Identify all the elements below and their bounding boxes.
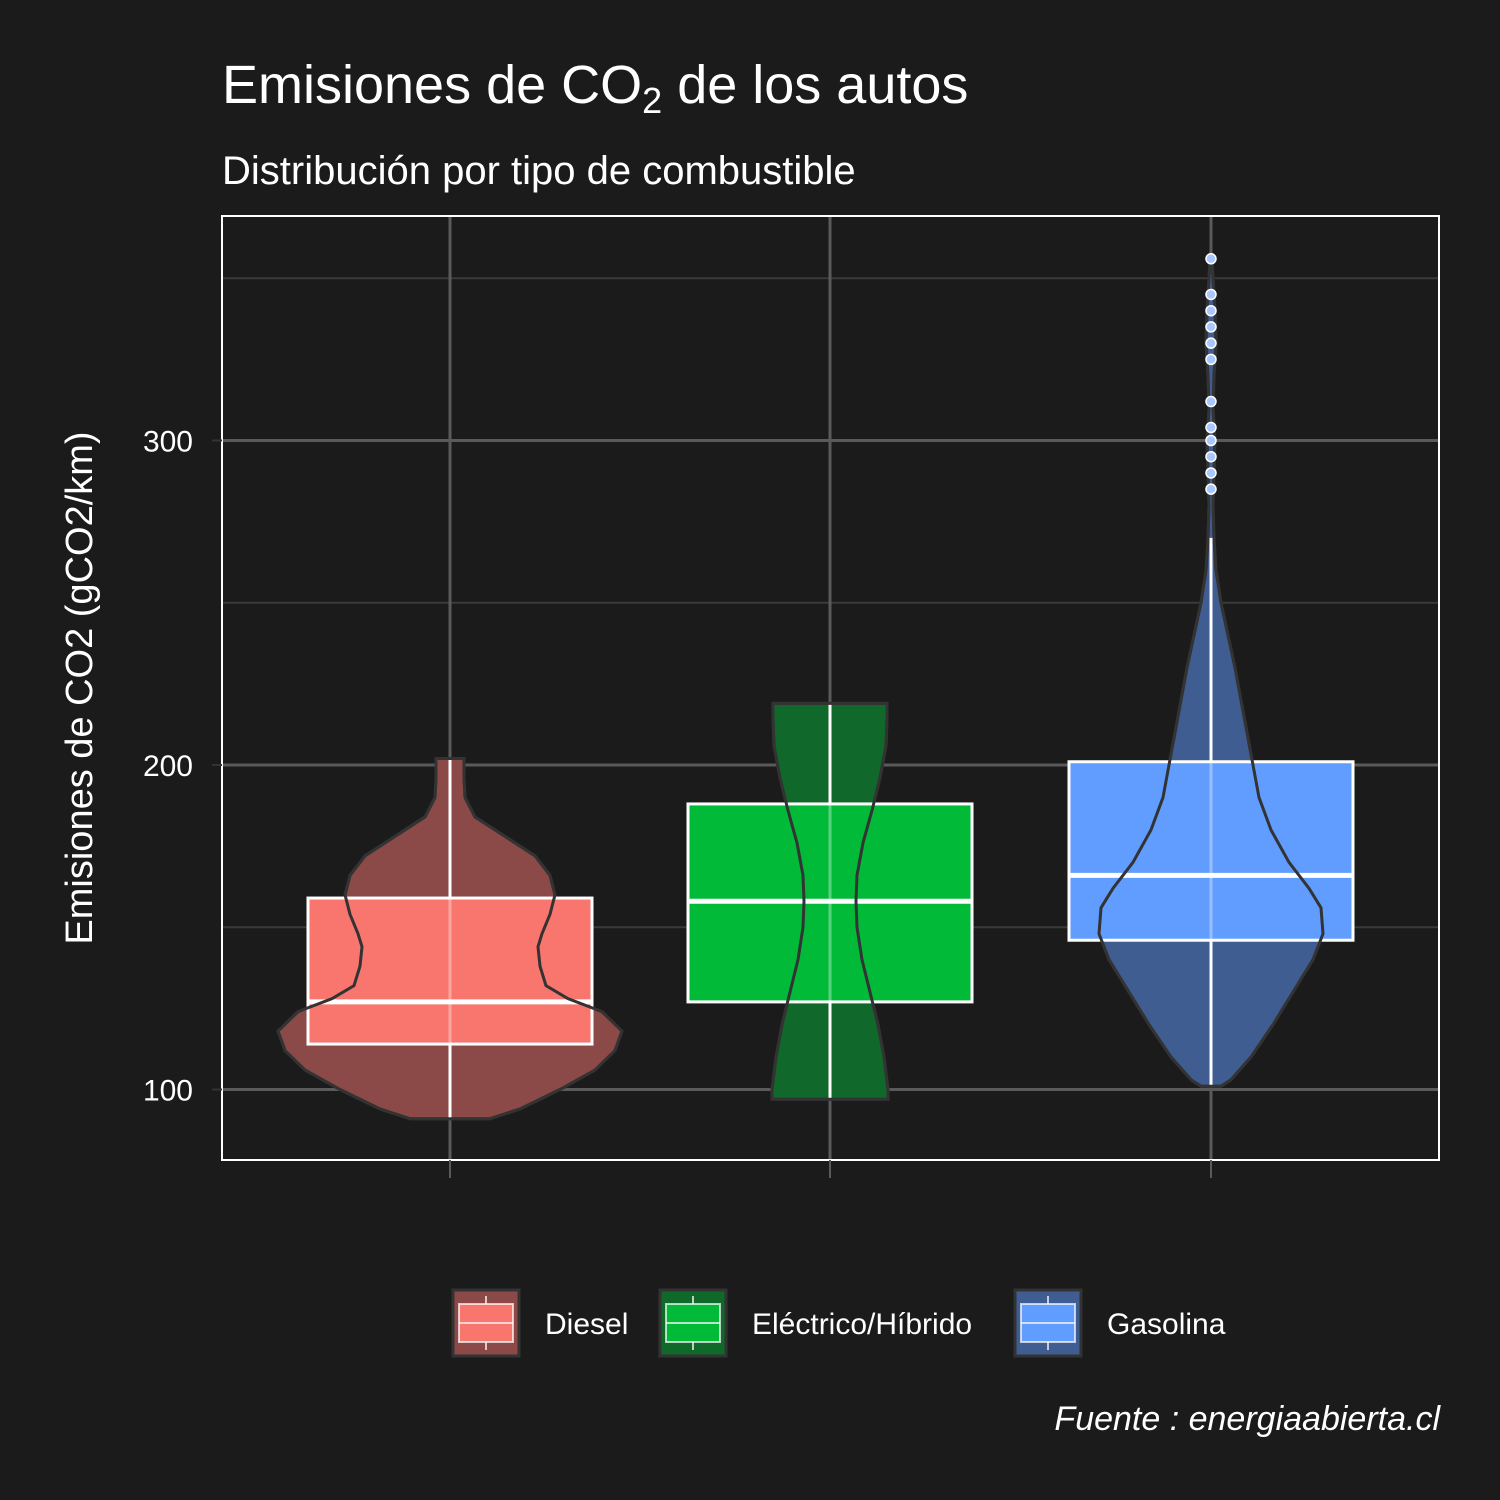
outlier-point bbox=[1205, 483, 1217, 495]
outlier-point bbox=[1205, 288, 1217, 301]
y-tick-label: 300 bbox=[143, 426, 193, 459]
chart-subtitle: Distribución por tipo de combustible bbox=[222, 149, 856, 193]
outlier-point bbox=[1205, 353, 1217, 366]
outlier-point bbox=[1205, 450, 1217, 463]
source-caption: Fuente : energiaabierta.cl bbox=[1054, 1400, 1440, 1438]
outlier-point bbox=[1205, 337, 1217, 349]
outlier-point bbox=[1205, 321, 1217, 333]
axes: 100 200 300 bbox=[143, 215, 1440, 1178]
outlier-point bbox=[1205, 421, 1217, 434]
outlier-point bbox=[1205, 304, 1217, 317]
outlier-point bbox=[1205, 434, 1217, 447]
violin-outline-1 bbox=[276, 757, 624, 1121]
legend: Diesel Eléctrico/Híbrido Gasolina bbox=[451, 1288, 1226, 1358]
outlier-point bbox=[1205, 253, 1217, 265]
box-1 bbox=[306, 896, 594, 1046]
chart-title: Emisiones de CO2 de los autos bbox=[222, 55, 969, 121]
legend-label: Eléctrico/Híbrido bbox=[752, 1308, 972, 1341]
legend-label: Diesel bbox=[545, 1308, 628, 1341]
violin-outline-2 bbox=[770, 701, 890, 1101]
y-axis-label: Emisiones de CO2 (gCO2/km) bbox=[59, 431, 101, 944]
y-tick-label: 200 bbox=[143, 750, 193, 783]
legend-label: Gasolina bbox=[1107, 1308, 1226, 1341]
box-3 bbox=[1067, 760, 1355, 942]
y-tick-label: 100 bbox=[143, 1075, 193, 1108]
outlier-point bbox=[1205, 467, 1217, 479]
violin-outline-3 bbox=[1097, 257, 1325, 1088]
boxplots bbox=[276, 253, 1355, 1121]
outlier-point bbox=[1205, 395, 1217, 408]
